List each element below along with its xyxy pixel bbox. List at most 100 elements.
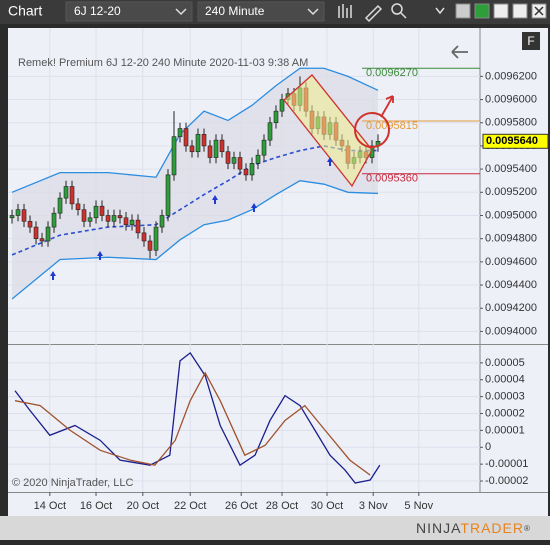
candle-body xyxy=(183,128,189,147)
y-tick-label: 0.0094000 xyxy=(485,325,537,337)
candle-body xyxy=(57,197,63,214)
y-tick-label: 0.00003 xyxy=(485,391,525,403)
candle-body xyxy=(189,145,195,153)
candle-body xyxy=(117,215,123,219)
x-tick-label: 28 Oct xyxy=(266,500,298,512)
candle-body xyxy=(21,209,27,222)
copyright: © 2020 NinjaTrader, LLC xyxy=(12,477,133,489)
oscillator-line xyxy=(14,351,381,484)
candle-body xyxy=(177,128,183,137)
candle-body xyxy=(243,168,249,176)
lower-band xyxy=(11,180,379,300)
candle-body xyxy=(147,240,153,251)
y-tick-label: -0.00001 xyxy=(485,458,528,470)
x-tick-label: 14 Oct xyxy=(34,500,66,512)
y-tick-label: 0.0095400 xyxy=(485,163,537,175)
band-fill xyxy=(12,68,379,299)
dropdown-arrow xyxy=(307,8,319,16)
zoom-button[interactable] xyxy=(391,3,407,19)
interval-selector[interactable] xyxy=(197,1,325,22)
logo-part: TRADER xyxy=(460,520,524,536)
logo-part: NINJA xyxy=(416,520,461,536)
instrument: 6J 12-20 xyxy=(74,4,121,18)
minimize-button[interactable] xyxy=(455,3,471,19)
candle-body xyxy=(111,215,117,222)
candle-body xyxy=(129,219,135,226)
candle-body xyxy=(201,134,207,147)
candle-body xyxy=(171,136,177,176)
level-label: 0.0095815 xyxy=(366,120,418,132)
y-tick-label: 0 xyxy=(485,441,491,453)
signal-arrows xyxy=(50,157,333,280)
circle-drawing[interactable] xyxy=(354,112,390,148)
x-tick-label: 16 Oct xyxy=(80,500,112,512)
candle-body xyxy=(249,163,255,176)
y-tick-label: 0.0096200 xyxy=(485,70,537,82)
y-tick-label: 0.0094600 xyxy=(485,256,537,268)
footer-bar xyxy=(0,516,550,540)
y-tick-label: 0.0095000 xyxy=(485,209,537,221)
candle-body xyxy=(93,205,99,219)
candle-body xyxy=(81,209,87,222)
candle-body xyxy=(141,232,147,242)
candle-body xyxy=(9,215,15,219)
back-arrow[interactable] xyxy=(451,45,468,59)
last-price-label: 0.0095640 xyxy=(486,135,538,147)
candle-body xyxy=(15,209,21,216)
x-tick-label: 26 Oct xyxy=(225,500,257,512)
candle-body xyxy=(231,157,237,164)
y-tick-label: 0.00001 xyxy=(485,424,525,436)
arrow-drawing[interactable] xyxy=(380,95,394,118)
y-tick-label: 0.0094800 xyxy=(485,233,537,245)
panel-button[interactable] xyxy=(522,32,540,50)
window-title: Chart xyxy=(8,3,42,19)
maximize-button[interactable] xyxy=(493,3,509,19)
level-label: 0.0095360 xyxy=(366,173,418,185)
x-tick-label: 3 Nov xyxy=(359,500,388,512)
y-tick-label: 0.00002 xyxy=(485,407,525,419)
last-price-box xyxy=(482,133,549,149)
candle-body xyxy=(159,215,165,228)
level-label: 0.0096270 xyxy=(366,67,418,79)
close-icon xyxy=(534,6,544,16)
y-tick-label: 0.0094200 xyxy=(485,302,537,314)
x-tick-label: 22 Oct xyxy=(174,500,206,512)
candle-body xyxy=(237,157,243,170)
candle-body xyxy=(261,139,267,156)
candle-body xyxy=(51,212,57,228)
y-tick-label: 0.0096000 xyxy=(485,93,537,105)
x-tick-label: 30 Oct xyxy=(311,500,343,512)
channel-drawing[interactable] xyxy=(283,74,373,188)
y-tick-label: -0.00002 xyxy=(485,475,528,487)
logo-mark: ® xyxy=(524,524,531,533)
candle-body xyxy=(153,226,159,251)
candle-body xyxy=(207,145,213,158)
x-tick-label: 20 Oct xyxy=(127,500,159,512)
draw-tool-button[interactable] xyxy=(364,4,383,23)
candle-body xyxy=(69,186,75,205)
candle-body xyxy=(165,174,171,216)
y-tick-label: 0.0094400 xyxy=(485,279,537,291)
candle-body xyxy=(45,226,51,242)
candle-body xyxy=(99,205,105,216)
upper-band xyxy=(11,67,379,193)
instrument-selector[interactable] xyxy=(65,1,193,22)
dropdown-arrow xyxy=(175,8,187,16)
more-button[interactable] xyxy=(435,7,445,15)
panel-button-label: F xyxy=(527,34,534,48)
chart-title: Remek! Premium 6J 12-20 240 Minute 2020-… xyxy=(18,57,308,69)
logo: NINJATRADER® xyxy=(416,520,531,536)
candle-body xyxy=(225,151,231,164)
interval: 240 Minute xyxy=(205,4,265,18)
link-button[interactable] xyxy=(474,3,490,19)
candle-body xyxy=(33,226,39,239)
candle-body xyxy=(195,134,201,153)
candle-body xyxy=(87,217,93,222)
candle-body xyxy=(255,154,261,164)
chart-style-button[interactable] xyxy=(338,4,352,18)
candle-body xyxy=(213,139,219,158)
candle-body xyxy=(135,219,141,234)
restore-button[interactable] xyxy=(512,3,528,19)
candle-body xyxy=(267,122,273,141)
